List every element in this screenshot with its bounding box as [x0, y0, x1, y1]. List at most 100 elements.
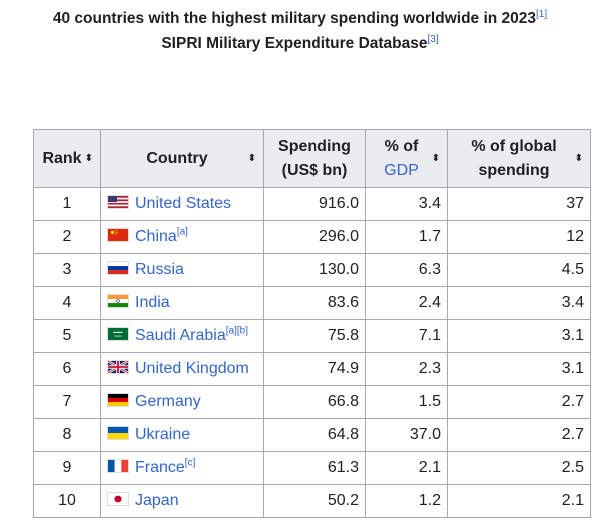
ukraine-flag-icon	[107, 426, 129, 440]
gdp-cell: 1.7	[365, 220, 448, 254]
gdp-cell: 2.1	[365, 451, 448, 485]
global-share-cell: 37	[447, 187, 591, 221]
country-cell: Ukraine	[100, 418, 264, 452]
rank-cell: 9	[33, 451, 101, 485]
gdp-cell: 2.3	[365, 352, 448, 386]
country-link[interactable]: Russia	[135, 261, 184, 278]
country-cell: Japan	[100, 484, 264, 518]
caption-ref-3[interactable]: [3]	[427, 33, 439, 45]
country-link[interactable]: Ukraine	[135, 426, 191, 443]
global-share-cell: 3.1	[447, 352, 591, 386]
header-global[interactable]: % of global spending ⬍	[447, 129, 591, 188]
header-rank[interactable]: Rank ⬍	[33, 129, 101, 188]
spending-cell: 75.8	[263, 319, 366, 353]
sort-icon[interactable]: ⬍	[247, 152, 256, 164]
footnote-ref[interactable]: [a][b]	[225, 325, 248, 337]
country-cell: India	[100, 286, 264, 320]
country-link[interactable]: Saudi Arabia	[135, 327, 226, 344]
country-link[interactable]: United Kingdom	[135, 360, 249, 377]
germany-flag-icon	[107, 393, 129, 407]
footnote-ref[interactable]: [c]	[184, 457, 196, 469]
gdp-cell: 37.0	[365, 418, 448, 452]
rank-cell: 4	[33, 286, 101, 320]
rank-cell: 1	[33, 187, 101, 221]
spending-cell: 916.0	[263, 187, 366, 221]
country-link[interactable]: Germany	[135, 393, 201, 410]
header-spending-unit: (US$ bn)	[281, 161, 348, 179]
gdp-cell: 2.4	[365, 286, 448, 320]
country-cell: Germany	[100, 385, 264, 419]
header-country[interactable]: Country ⬍	[100, 129, 264, 188]
india-flag-icon	[107, 294, 129, 308]
rank-cell: 3	[33, 253, 101, 287]
table-row: 8 Ukraine 64.8 37.0 2.7	[33, 418, 591, 452]
footnote-ref[interactable]: [a]	[176, 226, 188, 238]
uk-flag-icon	[107, 360, 129, 374]
header-gdp-link[interactable]: GDP	[384, 161, 419, 179]
country-cell: United States	[100, 187, 264, 221]
header-rank-label: Rank	[42, 149, 82, 167]
saudi-arabia-flag-icon	[107, 327, 129, 341]
caption-ref-1[interactable]: [1]	[536, 8, 548, 20]
country-cell: France[c]	[100, 451, 264, 485]
country-cell: Russia	[100, 253, 264, 287]
header-spending[interactable]: Spending (US$ bn)	[263, 129, 366, 188]
table-row: 5 Saudi Arabia[a][b] 75.8 7.1 3.1	[33, 319, 591, 353]
country-link[interactable]: United States	[135, 195, 232, 212]
china-flag-icon	[107, 228, 129, 242]
table-row: 10 Japan 50.2 1.2 2.1	[33, 484, 591, 518]
gdp-cell: 6.3	[365, 253, 448, 287]
spending-cell: 61.3	[263, 451, 366, 485]
rank-cell: 7	[33, 385, 101, 419]
military-spending-table: Rank ⬍ Country ⬍ Spending (US$ bn) % of …	[33, 129, 591, 518]
table-row: 3 Russia 130.0 6.3 4.5	[33, 253, 591, 287]
france-flag-icon	[107, 459, 129, 473]
spending-cell: 64.8	[263, 418, 366, 452]
global-share-cell: 2.7	[447, 418, 591, 452]
sort-icon[interactable]: ⬍	[84, 152, 93, 164]
country-cell: Saudi Arabia[a][b]	[100, 319, 264, 353]
spending-cell: 296.0	[263, 220, 366, 254]
global-share-cell: 2.7	[447, 385, 591, 419]
gdp-cell: 7.1	[365, 319, 448, 353]
header-global-label: % of global	[471, 137, 557, 155]
rank-cell: 2	[33, 220, 101, 254]
rank-cell: 5	[33, 319, 101, 353]
spending-cell: 83.6	[263, 286, 366, 320]
rank-cell: 8	[33, 418, 101, 452]
spending-cell: 130.0	[263, 253, 366, 287]
country-link[interactable]: China	[135, 228, 177, 245]
global-share-cell: 2.5	[447, 451, 591, 485]
header-gdp-label: % of	[384, 137, 419, 155]
table-body: 1 United States 916.0 3.4 37 2 China[a] 296.0 1.…	[33, 187, 591, 518]
country-link[interactable]: India	[135, 294, 170, 311]
table-row: 2 China[a] 296.0 1.7 12	[33, 220, 591, 254]
caption-line-1: 40 countries with the highest military s…	[0, 6, 600, 31]
sort-icon[interactable]: ⬍	[431, 152, 440, 164]
table-row: 4 India 83.6 2.4 3.4	[33, 286, 591, 320]
global-share-cell: 4.5	[447, 253, 591, 287]
global-share-cell: 3.1	[447, 319, 591, 353]
gdp-cell: 1.5	[365, 385, 448, 419]
table-row: 6 United Kingdom 74.9 2.3 3.1	[33, 352, 591, 386]
table-row: 1 United States 916.0 3.4 37	[33, 187, 591, 221]
gdp-cell: 1.2	[365, 484, 448, 518]
global-share-cell: 3.4	[447, 286, 591, 320]
gdp-cell: 3.4	[365, 187, 448, 221]
country-link[interactable]: France	[135, 459, 185, 476]
header-gdp[interactable]: % of GDP ⬍	[365, 129, 448, 188]
country-cell: China[a]	[100, 220, 264, 254]
us-flag-icon	[107, 195, 129, 209]
table-header-row: Rank ⬍ Country ⬍ Spending (US$ bn) % of …	[33, 129, 591, 188]
spending-cell: 50.2	[263, 484, 366, 518]
header-global-label-2: spending	[478, 161, 550, 179]
caption-title: 40 countries with the highest military s…	[52, 10, 537, 27]
caption-line-2: SIPRI Military Expenditure Database[3]	[0, 31, 600, 56]
spending-cell: 66.8	[263, 385, 366, 419]
country-link[interactable]: Japan	[135, 492, 179, 509]
spending-cell: 74.9	[263, 352, 366, 386]
table-row: 7 Germany 66.8 1.5 2.7	[33, 385, 591, 419]
sort-icon[interactable]: ⬍	[574, 152, 583, 164]
header-country-label: Country	[146, 149, 208, 167]
global-share-cell: 2.1	[447, 484, 591, 518]
